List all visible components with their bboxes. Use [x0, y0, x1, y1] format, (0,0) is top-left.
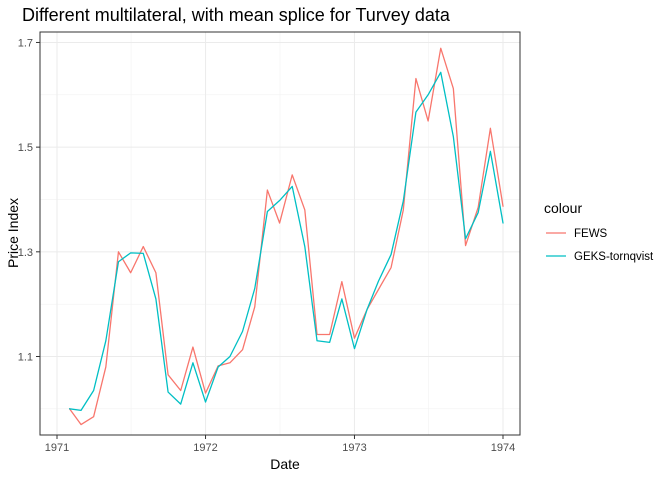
- plot-panel-border: [39, 31, 521, 436]
- series-line-geks-tornqvist: [68, 71, 504, 412]
- x-tick-label: 1973: [342, 442, 366, 454]
- x-tick-label: 1974: [491, 442, 515, 454]
- y-axis-title: Price Index: [5, 198, 21, 268]
- grid-layer: [40, 32, 520, 435]
- y-tick-label: 1.3: [18, 247, 33, 259]
- axis-layer: 1971 1972 1973 1974 1.1 1.3 1.5 1.7: [18, 37, 516, 454]
- series-layer: [68, 47, 504, 426]
- y-tick-label: 1.7: [18, 37, 33, 49]
- chart-title: Different multilateral, with mean splice…: [22, 5, 451, 25]
- series-line-fews: [68, 47, 504, 426]
- x-tick-label: 1972: [193, 442, 217, 454]
- legend-title: colour: [544, 200, 582, 216]
- legend-label-fews: FEWS: [574, 228, 608, 240]
- legend-label-geks-tornqvist: GEKS-tornqvist: [574, 251, 654, 263]
- x-tick-label: 1971: [45, 442, 69, 454]
- x-axis-title: Date: [270, 456, 300, 472]
- y-tick-label: 1.5: [18, 142, 33, 154]
- y-tick-label: 1.1: [18, 351, 33, 363]
- legend: colour FEWS GEKS-tornqvist: [544, 200, 654, 263]
